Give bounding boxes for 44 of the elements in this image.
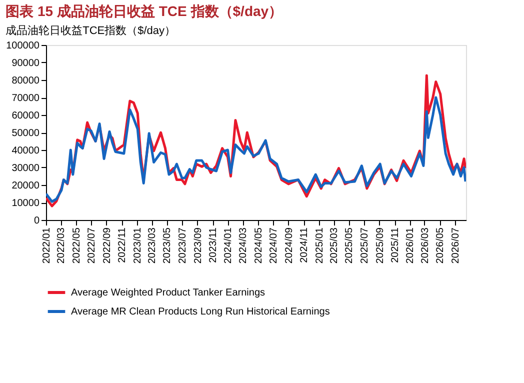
y-tick-label: 10000: [12, 198, 40, 209]
y-tick-label: 60000: [12, 110, 40, 122]
x-tick-label: 2023/07: [177, 227, 188, 264]
x-tick-label: 2025/07: [359, 227, 370, 264]
x-tick-label: 2022/03: [56, 227, 68, 264]
x-tick-label: 2023/05: [162, 227, 174, 264]
x-tick-label: 2026/03: [420, 227, 431, 264]
y-tick-label: 100000: [6, 40, 40, 52]
y-tick-label: 80000: [12, 76, 40, 86]
x-tick-label: 2023/11: [208, 227, 220, 263]
x-tick-label: 2023/03: [147, 227, 158, 264]
chart-subtitle: 成品油轮日收益TCE指数（$/day）: [6, 24, 176, 37]
line-series: [46, 96, 466, 203]
x-tick-label: 2026/07: [450, 227, 462, 264]
y-tick-label: 90000: [12, 58, 40, 69]
x-tick-label: 2022/07: [86, 227, 98, 264]
x-tick-label: 2025/01: [314, 227, 326, 264]
x-tick-label: 2025/09: [374, 227, 386, 264]
x-tick-label: 2023/01: [132, 227, 144, 264]
x-tick-label: 2024/09: [284, 227, 295, 264]
x-tick-label: 2023/09: [192, 227, 204, 264]
legend-label: Average Weighted Product Tanker Earnings: [71, 288, 266, 298]
y-tick-label: 30000: [12, 163, 40, 174]
chart-title: 图表 15 成品油轮日收益 TCE 指数（$/day）: [6, 3, 283, 19]
x-tick-label: 2025/03: [329, 227, 340, 264]
x-tick-label: 2024/07: [268, 227, 280, 264]
x-tick-label: 2024/03: [238, 227, 250, 264]
x-tick-label: 2025/05: [344, 227, 356, 264]
x-tick-label: 2026/01: [405, 227, 416, 264]
x-tick-label: 2024/11: [299, 227, 310, 263]
y-tick-label: 40000: [12, 146, 40, 156]
x-tick-label: 2024/05: [253, 227, 264, 264]
x-tick-label: 2022/11: [117, 227, 128, 263]
x-tick-label: 2022/01: [42, 227, 52, 264]
y-tick-label: 20000: [12, 180, 40, 192]
y-tick-label: 70000: [12, 93, 40, 104]
x-tick-label: 2025/11: [390, 227, 402, 263]
x-tick-label: 2022/09: [102, 227, 113, 264]
x-tick-label: 2022/05: [71, 227, 82, 264]
y-tick-label: 0: [34, 216, 40, 226]
x-tick-label: 2026/05: [435, 227, 446, 264]
x-tick-label: 2024/01: [223, 227, 234, 264]
legend-label: Average MR Clean Products Long Run Historical Earnings: [71, 306, 330, 318]
y-tick-label: 50000: [12, 128, 40, 139]
